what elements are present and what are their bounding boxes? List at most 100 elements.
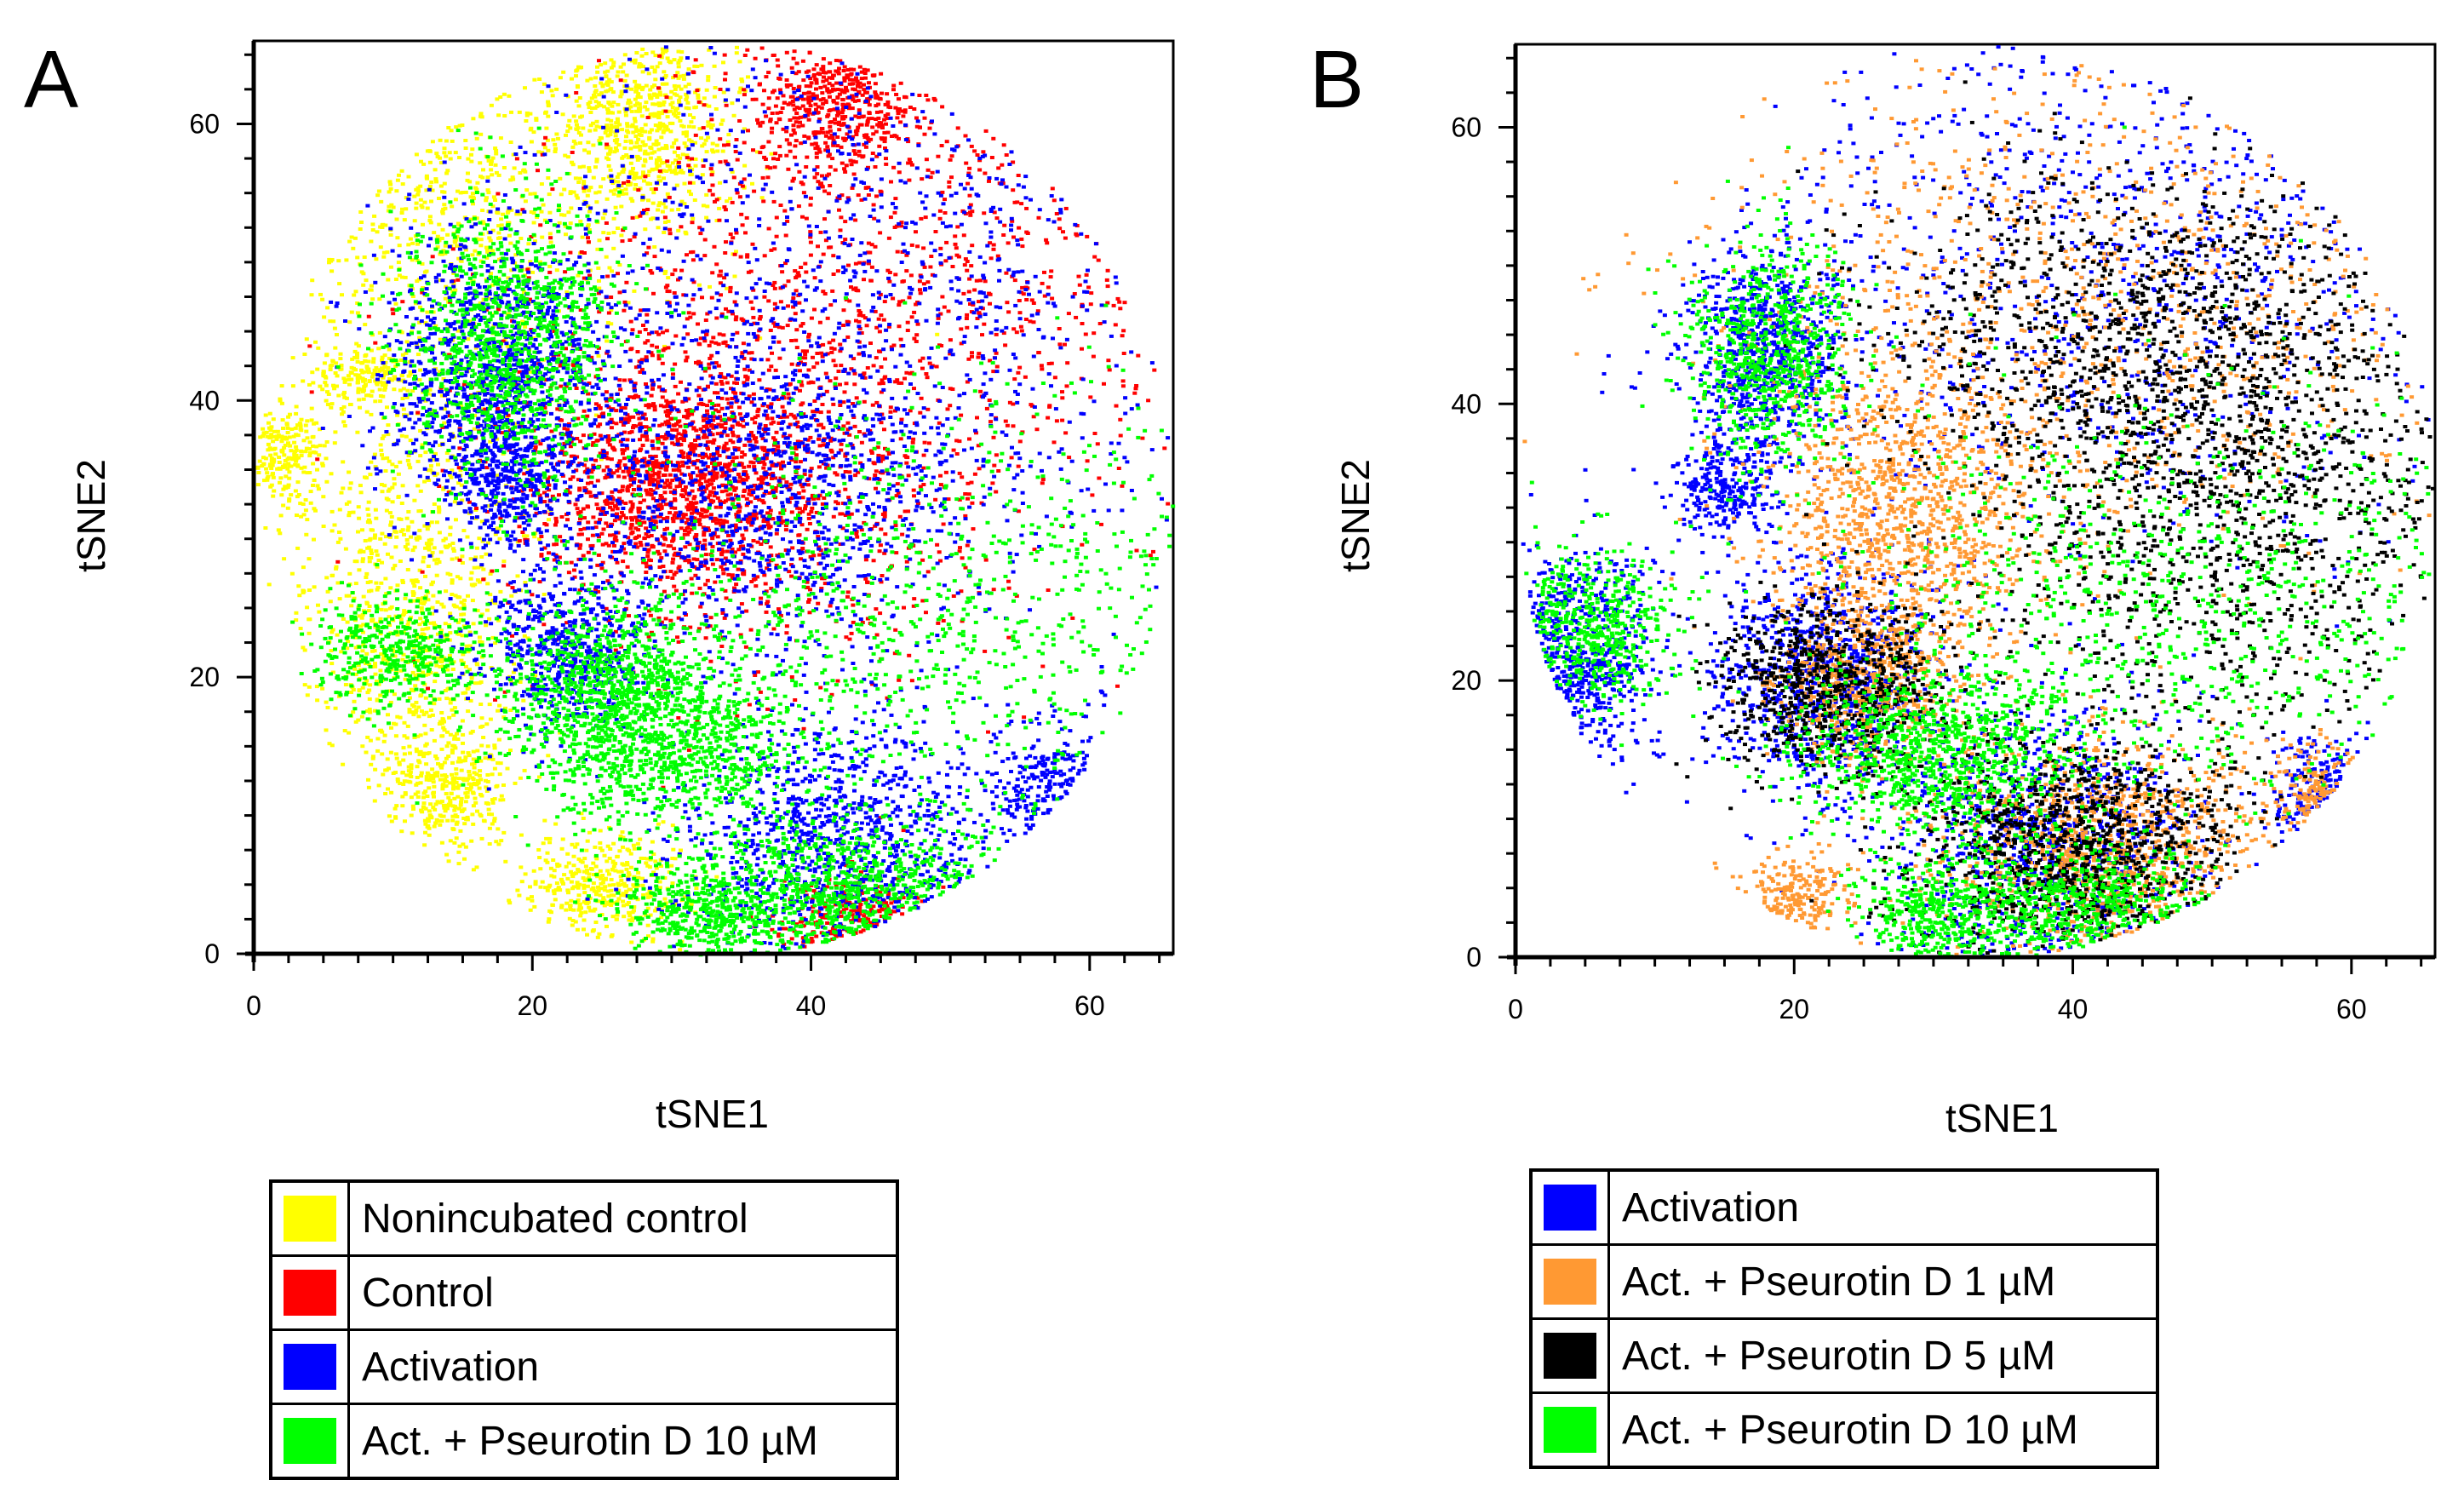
scatter-point (719, 645, 725, 648)
scatter-point (373, 767, 378, 772)
scatter-point (467, 782, 472, 786)
scatter-point (741, 424, 746, 428)
scatter-point (645, 906, 650, 910)
scatter-point (419, 808, 424, 812)
scatter-point (696, 96, 701, 100)
scatter-point (656, 156, 662, 160)
scatter-point (471, 782, 476, 786)
scatter-point (655, 93, 660, 97)
scatter-point (453, 813, 458, 818)
scatter-point (653, 909, 658, 913)
scatter-point (393, 815, 398, 819)
scatter-point (346, 374, 351, 378)
scatter-point (645, 857, 650, 861)
scatter-point (778, 204, 783, 207)
scatter-point (856, 193, 861, 198)
scatter-point (702, 238, 708, 242)
scatter-point (523, 872, 528, 876)
scatter-point (957, 549, 962, 554)
scatter-point (791, 305, 796, 309)
scatter-point (619, 89, 624, 94)
scatter-point (553, 888, 559, 892)
scatter-point (493, 641, 498, 645)
scatter-point (481, 297, 486, 301)
scatter-point (853, 286, 858, 290)
scatter-point (662, 100, 667, 104)
scatter-point (366, 500, 371, 504)
scatter-point (794, 338, 799, 342)
scatter-point (469, 676, 474, 680)
scatter-point (718, 269, 723, 273)
scatter-point (602, 904, 607, 908)
scatter-point (767, 387, 772, 392)
scatter-point (605, 399, 610, 403)
scatter-point (722, 205, 727, 209)
scatter-point (659, 102, 663, 106)
scatter-point (458, 606, 463, 611)
scatter-point (355, 301, 360, 305)
scatter-point (717, 218, 722, 222)
scatter-point (795, 439, 800, 444)
scatter-point (847, 470, 852, 474)
scatter-point (419, 606, 424, 610)
scatter-point (308, 501, 313, 505)
scatter-point (696, 283, 702, 287)
scatter-point (986, 730, 990, 734)
scatter-point (595, 65, 599, 69)
scatter-point (402, 720, 407, 725)
scatter-point (669, 208, 674, 212)
scatter-point (293, 489, 298, 493)
scatter-point (1051, 440, 1057, 445)
scatter-point (490, 798, 495, 802)
scatter-point (382, 371, 387, 376)
scatter-point (288, 444, 293, 448)
scatter-point (382, 353, 387, 358)
scatter-point (1166, 502, 1171, 506)
scatter-point (414, 747, 419, 751)
scatter-point (450, 772, 454, 777)
scatter-point (685, 332, 690, 336)
scatter-point (740, 223, 745, 227)
scatter-point (376, 559, 381, 562)
scatter-point (301, 565, 306, 570)
scatter-point (605, 274, 610, 278)
scatter-point (420, 632, 425, 636)
scatter-point (874, 356, 879, 360)
scatter-point (467, 668, 472, 672)
scatter-point (579, 906, 583, 910)
scatter-point (709, 295, 714, 300)
scatter-point (508, 749, 513, 753)
scatter-point (673, 334, 679, 338)
scatter-point (975, 317, 980, 320)
scatter-point (539, 182, 544, 186)
scatter-point (325, 403, 330, 406)
scatter-point (488, 571, 493, 576)
scatter-point (536, 848, 542, 852)
scatter-point (381, 373, 387, 377)
scatter-point (374, 549, 379, 554)
scatter-point (466, 686, 471, 690)
scatter-point (555, 136, 560, 141)
scatter-point (380, 383, 385, 387)
scatter-point (878, 611, 883, 616)
scatter-point (478, 238, 484, 242)
scatter-point (384, 535, 388, 539)
scatter-point (458, 617, 463, 622)
scatter-point (478, 769, 483, 773)
scatter-point (367, 556, 372, 559)
scatter-point (423, 574, 427, 578)
scatter-point (324, 576, 329, 580)
scatter-point (601, 177, 606, 181)
scatter-point (573, 141, 578, 146)
scatter-point (960, 475, 965, 479)
scatter-point (264, 430, 269, 434)
scatter-point (447, 715, 452, 720)
scatter-point (446, 126, 451, 129)
scatter-point (833, 364, 838, 368)
scatter-point (443, 536, 448, 541)
scatter-point (949, 175, 954, 180)
scatter-point (492, 746, 497, 750)
scatter-point (619, 869, 624, 874)
scatter-point (653, 102, 658, 106)
scatter-point (603, 61, 608, 66)
